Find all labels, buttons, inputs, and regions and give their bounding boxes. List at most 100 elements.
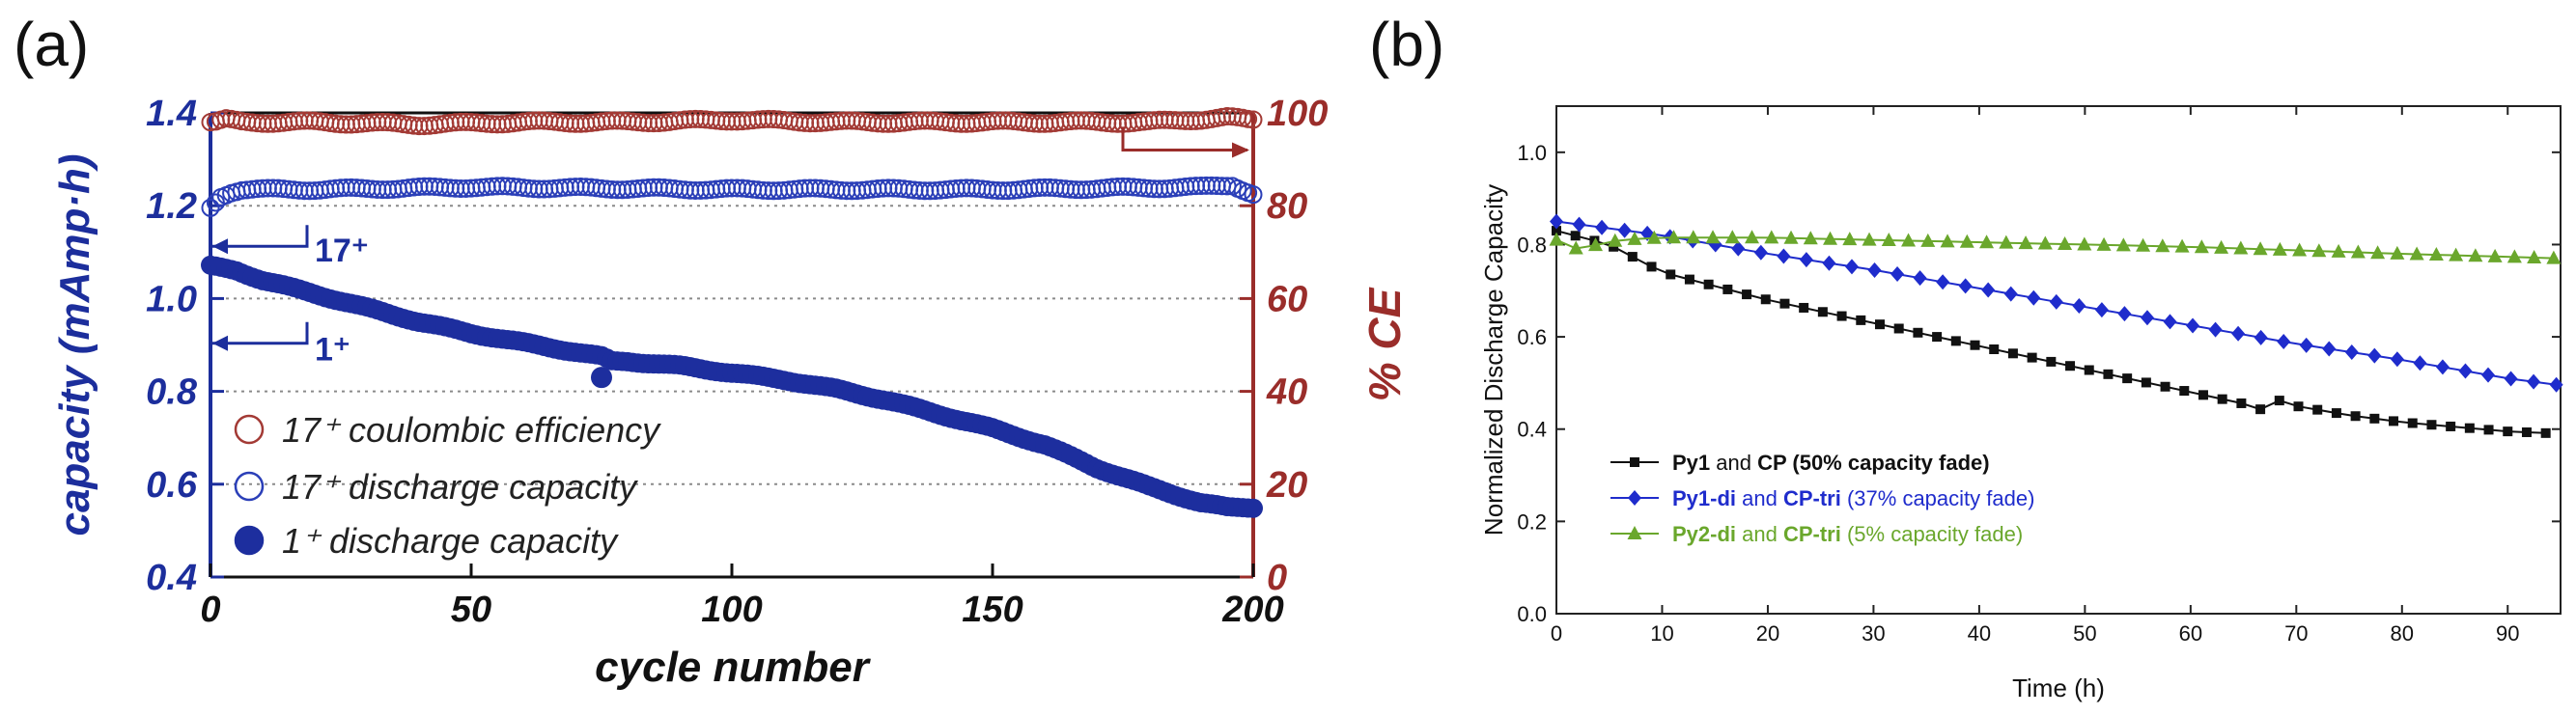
triangle-marker — [2233, 240, 2249, 255]
series-ce-markers — [201, 107, 1263, 136]
panel-b-chart: 0.0 0.2 0.4 0.6 0.8 1.0 0 10 20 30 40 50 60 70 80 90 Tim… — [1479, 105, 2563, 702]
square-marker — [1627, 252, 1638, 262]
y-tick-label: 0.8 — [1517, 233, 1547, 257]
square-marker — [2179, 386, 2190, 397]
x-axis-label: cycle number — [595, 644, 872, 691]
triangle-marker — [2115, 237, 2131, 252]
triangle-marker — [1959, 234, 1974, 248]
diamond-marker — [2504, 371, 2518, 387]
legend-b: Py1 and CP (50% capacity fade) Py1-di and… — [1610, 451, 2034, 546]
triangle-marker — [2390, 245, 2405, 260]
diamond-marker — [2231, 325, 2246, 342]
diamond-marker — [2027, 289, 2041, 306]
square-marker — [2521, 426, 2532, 437]
square-marker — [2160, 381, 2170, 392]
ce-point — [1239, 109, 1258, 128]
triangle-marker — [2272, 241, 2287, 256]
right-tick-label: 60 — [1267, 279, 1307, 319]
legend-b-label-part: and — [1736, 486, 1783, 510]
series-b-1 — [1550, 213, 2563, 393]
triangle-marker — [2449, 247, 2464, 261]
series-b-2 — [1549, 230, 2562, 264]
triangle-marker — [2174, 238, 2190, 253]
square-marker — [2122, 373, 2133, 384]
triangle-marker — [1842, 232, 1858, 246]
legend-b-label: Py2-di and CP-tri (5% capacity fade) — [1672, 522, 2023, 546]
diamond-marker — [2277, 333, 2291, 349]
right-tick-label: 100 — [1267, 94, 1328, 134]
square-marker — [2084, 365, 2094, 375]
triangle-marker — [2155, 238, 2170, 253]
triangle-marker — [1724, 230, 1740, 244]
square-marker — [2293, 401, 2304, 412]
panel-a-letter: (a) — [14, 10, 89, 79]
triangle-marker — [2194, 239, 2209, 254]
left-tick-label: 0.6 — [146, 465, 198, 506]
square-marker — [1609, 241, 1619, 252]
diamond-marker — [1731, 240, 1746, 257]
diamond-marker — [1958, 278, 1973, 294]
cap17-point — [1244, 185, 1263, 205]
diamond-marker — [2186, 317, 2200, 334]
triangle-marker — [2214, 239, 2229, 254]
x-tick-label: 200 — [1221, 590, 1283, 630]
cap1-outlier-point — [591, 367, 612, 389]
series-17-markers — [201, 176, 1263, 217]
square-marker — [2350, 411, 2361, 422]
legend-b-label: Py1-di and CP-tri (37% capacity fade) — [1672, 486, 2034, 510]
right-y-axis-label: % CE — [1359, 287, 1410, 401]
x-tick-label: 80 — [2391, 621, 2414, 646]
legend-b-label-part: Py2-di — [1672, 522, 1736, 546]
legend-b-label-part: and — [1736, 522, 1783, 546]
diamond-marker — [1981, 282, 1996, 298]
arrow-ce-head — [1232, 142, 1249, 158]
diamond-marker — [1822, 255, 1836, 271]
legend-b-label: Py1 and CP (50% capacity fade) — [1672, 451, 1990, 475]
square-marker — [2274, 396, 2284, 406]
triangle-marker — [2350, 244, 2366, 259]
x-tick-label: 150 — [962, 590, 1022, 630]
triangle-marker — [1940, 234, 1955, 248]
legend-b-marker — [1628, 490, 1641, 506]
triangle-marker — [1920, 233, 1936, 247]
diamond-marker — [2527, 373, 2541, 390]
triangle-marker — [2037, 235, 2053, 250]
triangle-marker — [2409, 246, 2424, 261]
square-marker — [1856, 315, 1866, 325]
x-axis-label: Time (h) — [2012, 674, 2105, 702]
square-marker — [2389, 416, 2399, 426]
diamond-marker — [1867, 261, 1882, 278]
left-tick-label: 1.2 — [146, 186, 197, 227]
legend-b-label-part: and — [1710, 451, 1757, 475]
square-marker — [2312, 404, 2323, 415]
square-marker — [1666, 269, 1676, 280]
diamond-marker — [2299, 337, 2313, 353]
square-marker — [2446, 421, 2456, 431]
diamond-marker — [2072, 297, 2086, 314]
x-tick-label: 40 — [1968, 621, 1991, 646]
diamond-marker — [1936, 274, 1950, 290]
diamond-marker — [2163, 314, 2177, 330]
right-tick-label: 80 — [1267, 186, 1307, 227]
y-tick-label: 0.0 — [1517, 602, 1547, 626]
annotation-arrows: 17⁺ 1⁺ — [212, 126, 1249, 369]
x-tick-label: 60 — [2179, 621, 2202, 646]
square-marker — [1874, 319, 1885, 330]
panel-b-letter: (b) — [1369, 10, 1444, 79]
diamond-marker — [2094, 302, 2109, 318]
triangle-marker — [1823, 231, 1838, 245]
triangle-marker — [1568, 240, 1583, 255]
square-marker — [2540, 427, 2551, 438]
triangle-marker — [1803, 231, 1818, 245]
diamond-marker — [2117, 306, 2132, 322]
legend-b-label-part: (5% capacity fade) — [1841, 522, 2023, 546]
legend-b-marker — [1630, 457, 1639, 467]
y-tick-label: 1.0 — [1517, 141, 1547, 165]
square-marker — [2331, 408, 2341, 419]
x-tick-label: 30 — [1862, 621, 1885, 646]
triangle-marker — [1783, 230, 1799, 244]
triangle-marker — [1901, 233, 1917, 247]
diamond-marker — [2254, 329, 2268, 345]
legend-a-marker — [234, 471, 265, 502]
